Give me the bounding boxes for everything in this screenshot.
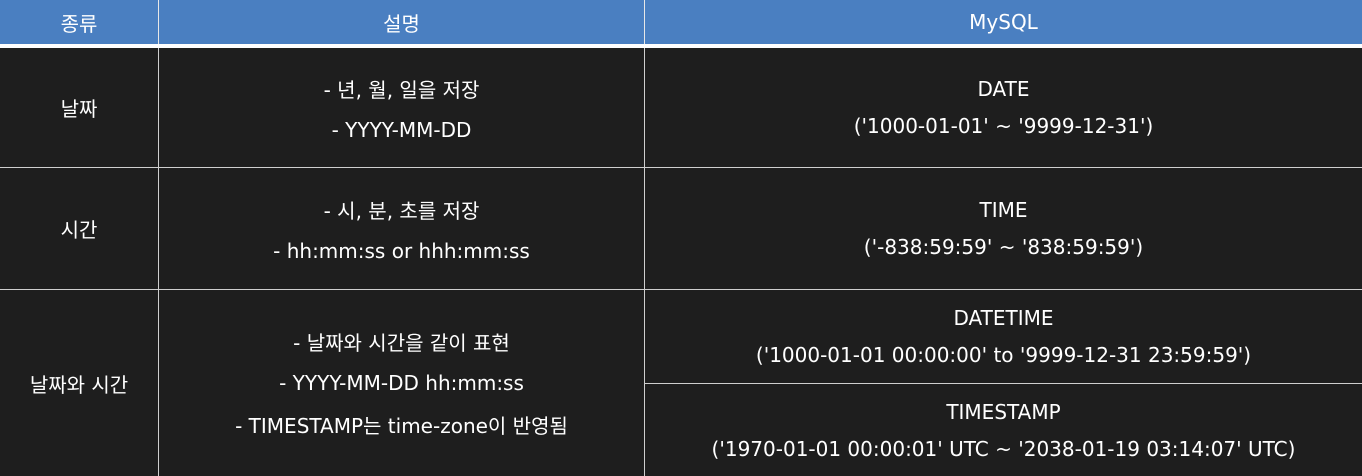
row-datetime-type-label: 날짜와 시간 [29, 372, 129, 397]
row-datetime-type: 날짜와 시간 [0, 290, 159, 476]
description-line: - TIMESTAMP는 time-zone이 반영됨 [235, 414, 568, 438]
mysql-type-range: ('1000-01-01' ~ '9999-12-31') [853, 114, 1154, 138]
header-description: 설명 [159, 0, 645, 44]
description-line: - YYYY-MM-DD hh:mm:ss [279, 371, 524, 395]
description-line: - YYYY-MM-DD [331, 117, 472, 142]
header-mysql-label: MySQL [969, 10, 1038, 34]
row-divider [0, 167, 1362, 168]
mysql-type-name: TIMESTAMP [946, 399, 1061, 424]
row-time-type-label: 시간 [60, 218, 98, 242]
header-type: 종류 [0, 0, 159, 44]
header-divider [0, 44, 1362, 48]
row-date-mysql: DATE ('1000-01-01' ~ '9999-12-31') [645, 48, 1362, 167]
row-time-type: 시간 [0, 168, 159, 289]
header-description-label: 설명 [383, 11, 420, 36]
row-datetime-description: - 날짜와 시간을 같이 표현 - YYYY-MM-DD hh:mm:ss - … [159, 290, 645, 476]
description-line: - 년, 월, 일을 저장 [323, 77, 480, 102]
row-datetime-mysql: DATETIME ('1000-01-01 00:00:00' to '9999… [645, 290, 1362, 383]
row-date-type-label: 날짜 [60, 97, 98, 121]
header-mysql: MySQL [645, 0, 1362, 44]
mysql-type-name: TIME [979, 198, 1028, 222]
row-date-description: - 년, 월, 일을 저장 - YYYY-MM-DD [159, 48, 645, 167]
mysql-type-range: ('1000-01-01 00:00:00' to '9999-12-31 23… [755, 343, 1252, 367]
mysql-type-name: DATE [977, 77, 1030, 101]
description-line: - 날짜와 시간을 같이 표현 [293, 331, 510, 355]
description-line: - 시, 분, 초를 저장 [323, 198, 480, 223]
row-time-mysql: TIME ('-838:59:59' ~ '838:59:59') [645, 168, 1362, 289]
description-line: - hh:mm:ss or hhh:mm:ss [273, 238, 530, 263]
row-timestamp-mysql: TIMESTAMP ('1970-01-01 00:00:01' UTC ~ '… [645, 384, 1362, 476]
header-type-label: 종류 [60, 11, 98, 36]
row-divider [0, 289, 1362, 290]
mysql-type-range: ('1970-01-01 00:00:01' UTC ~ '2038-01-19… [711, 436, 1296, 461]
sub-row-divider [645, 383, 1362, 384]
mysql-type-range: ('-838:59:59' ~ '838:59:59') [863, 235, 1144, 259]
row-time-description: - 시, 분, 초를 저장 - hh:mm:ss or hhh:mm:ss [159, 168, 645, 289]
row-date-type: 날짜 [0, 48, 159, 167]
mysql-type-name: DATETIME [953, 306, 1054, 330]
